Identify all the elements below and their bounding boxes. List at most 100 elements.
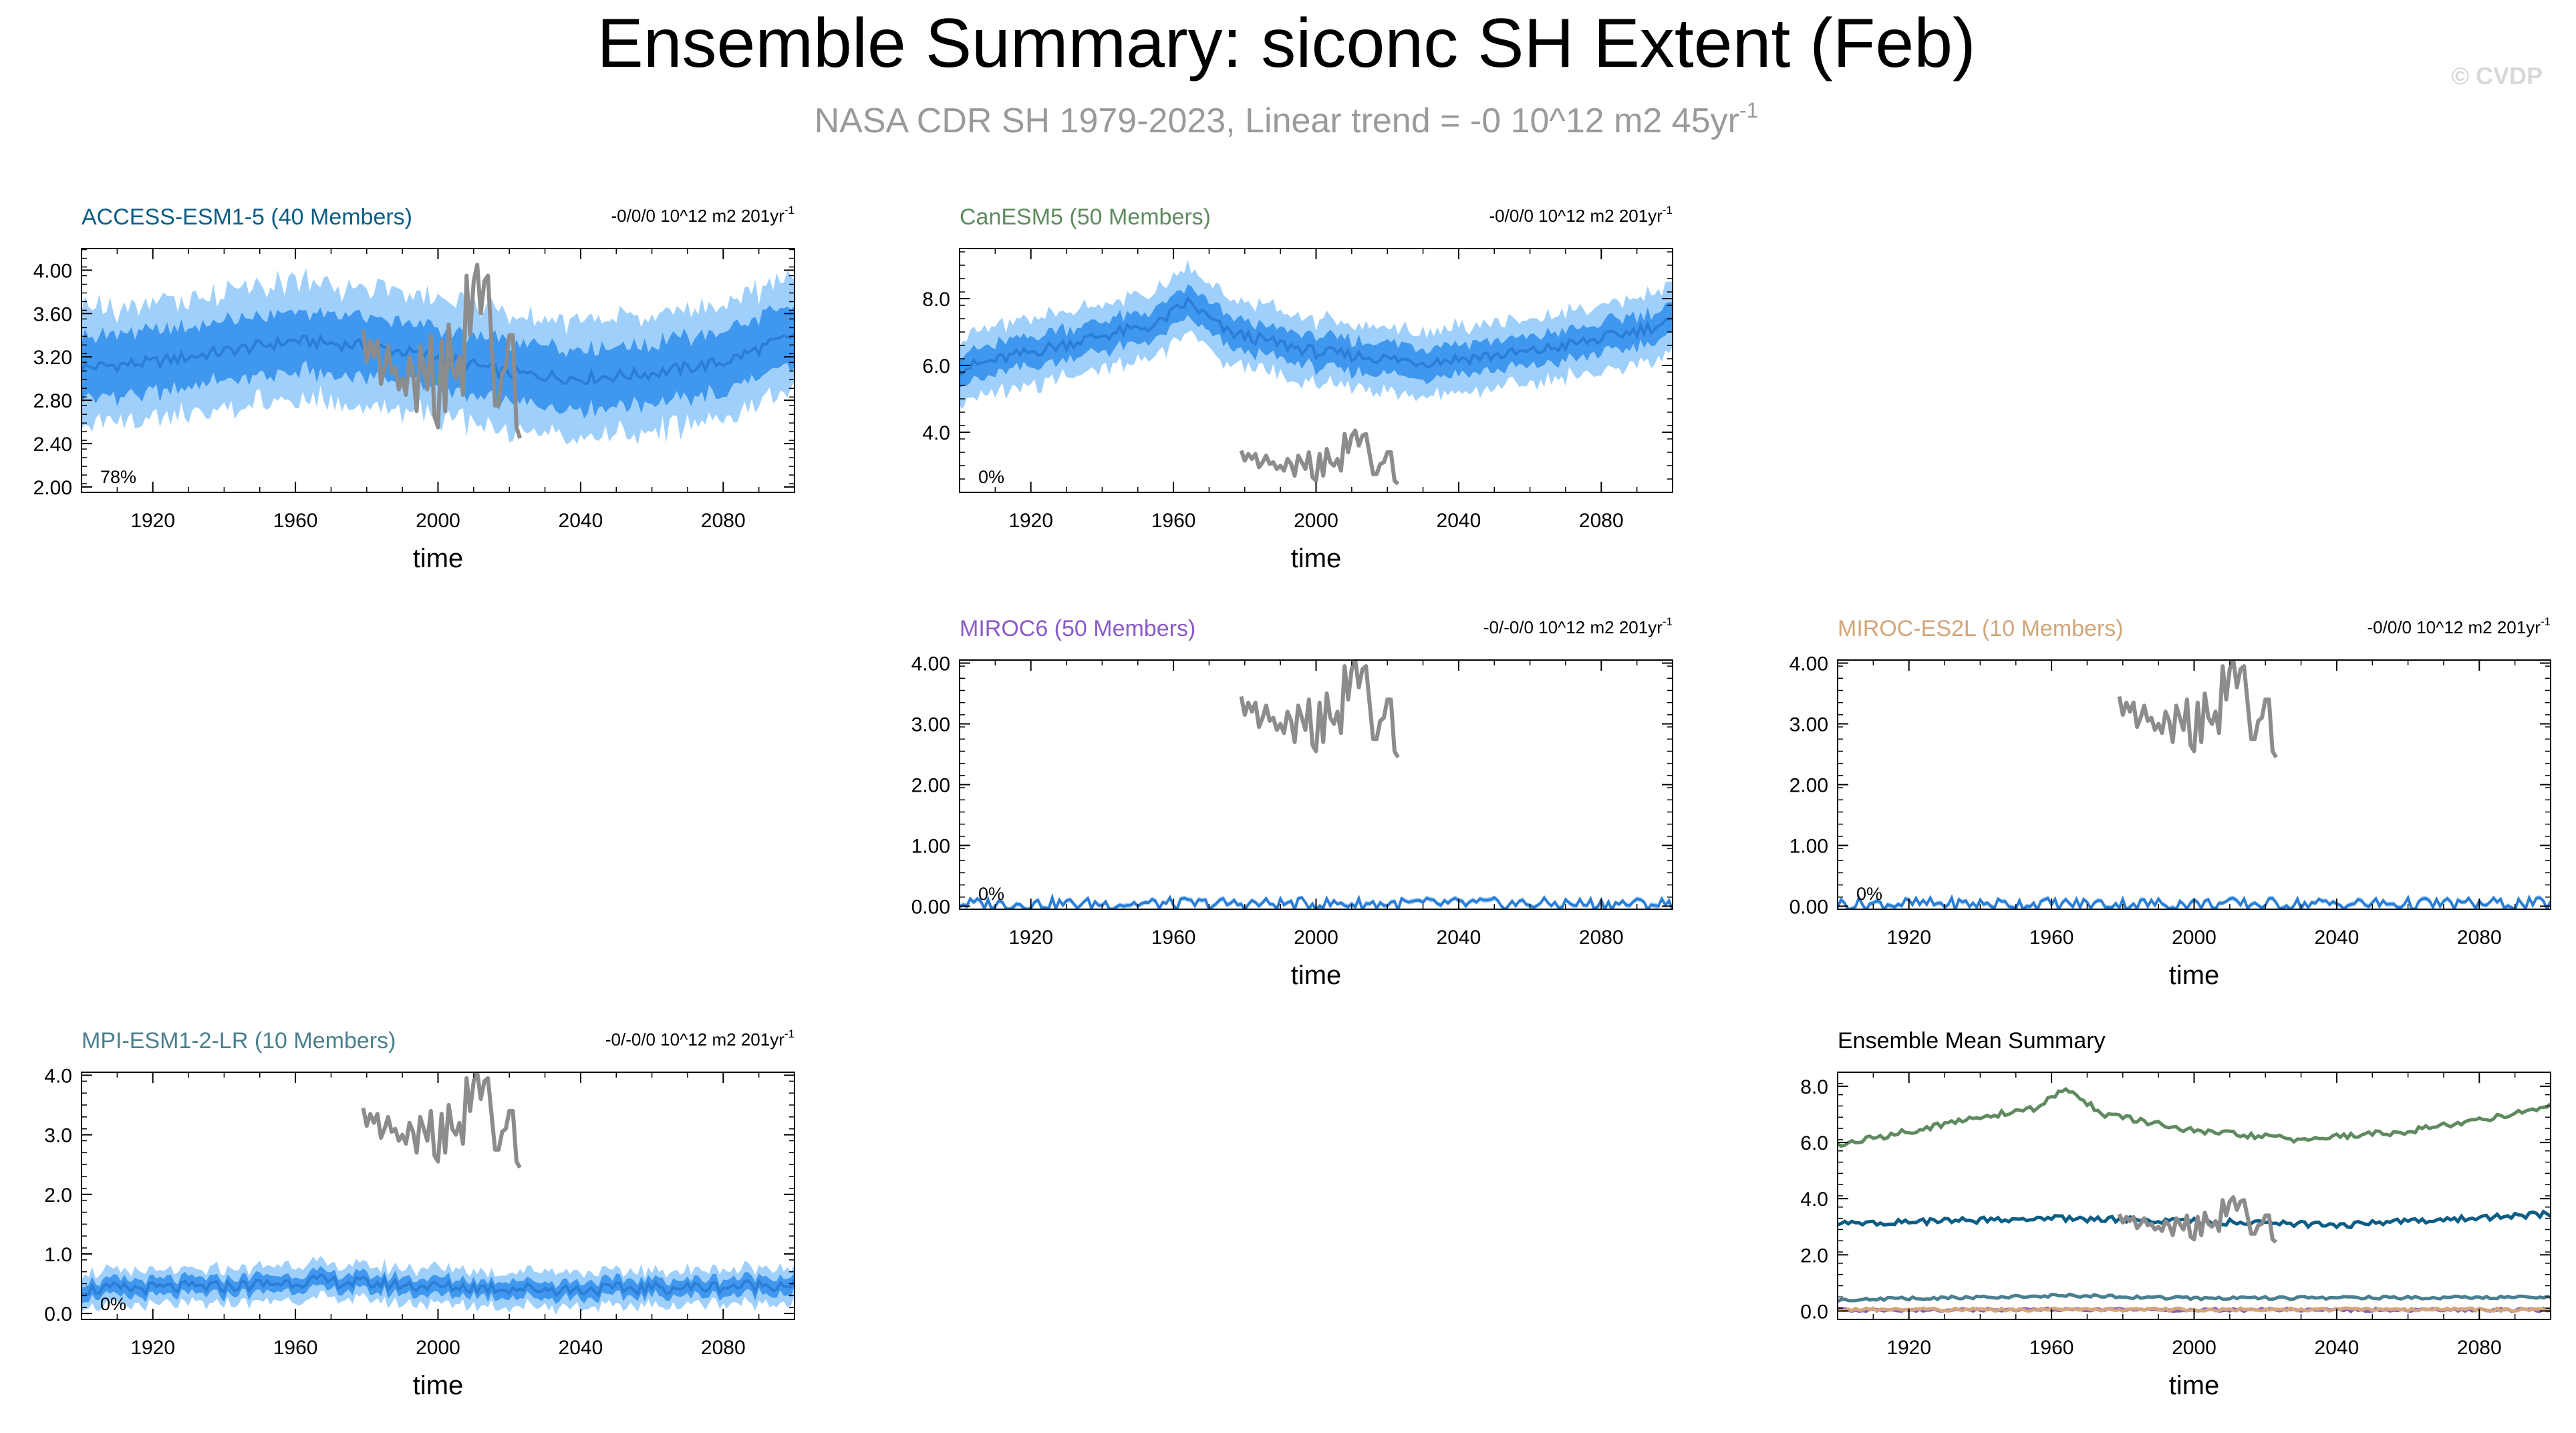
- y-tick-label: 8.0: [922, 289, 950, 311]
- series-observations: [1239, 660, 1400, 759]
- y-tick-label: 2.00: [33, 477, 72, 499]
- y-tick-label: 0.00: [1790, 896, 1828, 918]
- panel-miroc6: 0.00 1.00 2.00 3.00 4.00 1920 1960 2000 2040 2080…: [911, 615, 1673, 990]
- trend-sup: -1: [2541, 615, 2551, 628]
- y-tick-label: 4.0: [44, 1065, 72, 1087]
- series-observations: [2117, 660, 2278, 759]
- panels: 2.00 2.40 2.80 3.20 3.60 4.00 1920 1960 2000 2040…: [33, 204, 2551, 1400]
- y-tick-label: 3.00: [911, 714, 950, 736]
- y-tick-label: 8.0: [1800, 1076, 1828, 1098]
- panel-canesm: 4.0 6.0 8.0 1920 1960 2000 2040 2080 time CanESM5…: [922, 204, 1673, 573]
- x-tick-label: 2000: [416, 510, 460, 532]
- x-tick-label: 2080: [701, 510, 746, 532]
- plot-frame: [1837, 659, 2551, 910]
- panel-ensmean: 0.0 2.0 4.0 6.0 8.0 1920 1960 2000 2040 2080 time E…: [1800, 1028, 2551, 1400]
- x-tick-label: 1960: [2029, 927, 2074, 949]
- x-tick-label: 1920: [130, 510, 175, 532]
- y-tick-label: 0.0: [44, 1303, 72, 1325]
- panel-title: MIROC6 (50 Members): [960, 616, 1195, 641]
- y-tick-label: 4.00: [1790, 653, 1828, 675]
- panel-title: Ensemble Mean Summary: [1838, 1028, 2106, 1054]
- x-tick-label: 1960: [273, 510, 318, 532]
- series-ensemble-mean: [82, 333, 795, 385]
- y-tick-label: 6.0: [922, 355, 950, 377]
- plot-area: [82, 1072, 795, 1315]
- x-tick-label: 1920: [1008, 927, 1053, 949]
- subtitle-sup: -1: [1739, 98, 1758, 122]
- x-tick-label: 2040: [1437, 510, 1481, 532]
- panel-title: ACCESS-ESM1-5 (40 Members): [82, 204, 412, 230]
- series-ensemble-mean: [960, 893, 1673, 909]
- series-mpi-esm1-2-lr: [1838, 1292, 2551, 1303]
- x-tick-label: 1960: [1151, 927, 1196, 949]
- panel-trend: -0/0/0 10^12 m2 201yr-1: [611, 204, 795, 226]
- trend-sup: -1: [784, 1027, 795, 1040]
- x-tick-label: 2000: [2172, 1337, 2216, 1359]
- x-tick-label: 2080: [1579, 927, 1624, 949]
- x-tick-label: 2040: [2315, 1337, 2359, 1359]
- y-tick-label: 0.00: [911, 896, 950, 918]
- trend-text: -0/0/0 10^12 m2 201yr: [611, 206, 785, 226]
- panel-title: MPI-ESM1-2-LR (10 Members): [82, 1028, 396, 1054]
- x-tick-label: 2000: [1294, 927, 1338, 949]
- panel-trend: -0/0/0 10^12 m2 201yr-1: [1489, 204, 1673, 226]
- x-tick-label: 1920: [1886, 927, 1931, 949]
- panel-percent: 0%: [978, 467, 1004, 487]
- y-tick-label: 3.20: [33, 347, 72, 369]
- x-tick-label: 1960: [2029, 1337, 2074, 1359]
- x-axis-label: time: [1291, 544, 1342, 573]
- panel-percent: 78%: [100, 467, 136, 487]
- x-tick-label: 2080: [2457, 1337, 2502, 1359]
- x-tick-label: 2040: [559, 510, 603, 532]
- series-ensemble-mean: [82, 1273, 795, 1298]
- x-tick-label: 1920: [130, 1337, 175, 1359]
- y-tick-label: 4.00: [33, 260, 72, 282]
- panel-title: MIROC-ES2L (10 Members): [1838, 616, 2124, 641]
- y-tick-label: 4.0: [1800, 1188, 1828, 1211]
- panel-mirocs2l: 0.00 1.00 2.00 3.00 4.00 1920 1960 2000 2040 2080…: [1790, 615, 2551, 990]
- y-tick-label: 1.00: [1790, 835, 1828, 857]
- x-axis-label: time: [2169, 961, 2220, 990]
- trend-text: -0/-0/0 10^12 m2 201yr: [605, 1029, 784, 1050]
- panel-trend: -0/-0/0 10^12 m2 201yr-1: [605, 1027, 795, 1050]
- panel-access: 2.00 2.40 2.80 3.20 3.60 4.00 1920 1960 2000 2040…: [33, 204, 795, 573]
- copyright-label: © CVDP: [2451, 62, 2543, 90]
- panel-trend: -0/0/0 10^12 m2 201yr-1: [2368, 615, 2551, 637]
- x-tick-label: 1960: [273, 1337, 318, 1359]
- panel-mpi: 0.0 1.0 2.0 3.0 4.0 1920 1960 2000 2040 2080 time M…: [44, 1027, 795, 1400]
- y-tick-label: 3.00: [1790, 714, 1828, 736]
- y-tick-label: 3.60: [33, 303, 72, 325]
- x-tick-label: 1920: [1008, 510, 1053, 532]
- x-tick-label: 2080: [701, 1337, 746, 1359]
- plot-area: [82, 263, 795, 445]
- y-tick-label: 2.0: [44, 1184, 72, 1207]
- plot-area: [1838, 1086, 2551, 1314]
- series-ensemble-mean: [960, 295, 1673, 376]
- trend-sup: -1: [784, 204, 795, 216]
- trend-sup: -1: [1663, 204, 1673, 216]
- y-tick-label: 6.0: [1800, 1132, 1828, 1154]
- y-tick-label: 1.00: [911, 835, 950, 857]
- y-tick-label: 2.00: [1790, 775, 1828, 797]
- trend-text: -0/-0/0 10^12 m2 201yr: [1483, 617, 1663, 637]
- plot-area: [960, 660, 1673, 909]
- y-tick-label: 2.40: [33, 434, 72, 456]
- x-axis-label: time: [413, 544, 464, 573]
- x-tick-label: 2000: [1294, 510, 1338, 532]
- panel-percent: 0%: [100, 1294, 126, 1314]
- x-tick-label: 2080: [2457, 927, 2502, 949]
- y-tick-label: 4.00: [911, 653, 950, 675]
- x-axis-label: time: [1291, 961, 1342, 990]
- x-tick-label: 1960: [1151, 510, 1196, 532]
- series-canesm5: [1838, 1086, 2551, 1148]
- plot-area: [1838, 660, 2551, 909]
- y-tick-label: 2.00: [911, 775, 950, 797]
- x-tick-label: 2040: [1437, 927, 1481, 949]
- series-observations: [1239, 428, 1400, 486]
- page-title: Ensemble Summary: siconc SH Extent (Feb): [597, 5, 1975, 82]
- series-observations: [361, 1072, 522, 1169]
- x-tick-label: 2040: [559, 1337, 603, 1359]
- panel-trend: -0/-0/0 10^12 m2 201yr-1: [1483, 615, 1673, 637]
- y-tick-label: 2.80: [33, 390, 72, 412]
